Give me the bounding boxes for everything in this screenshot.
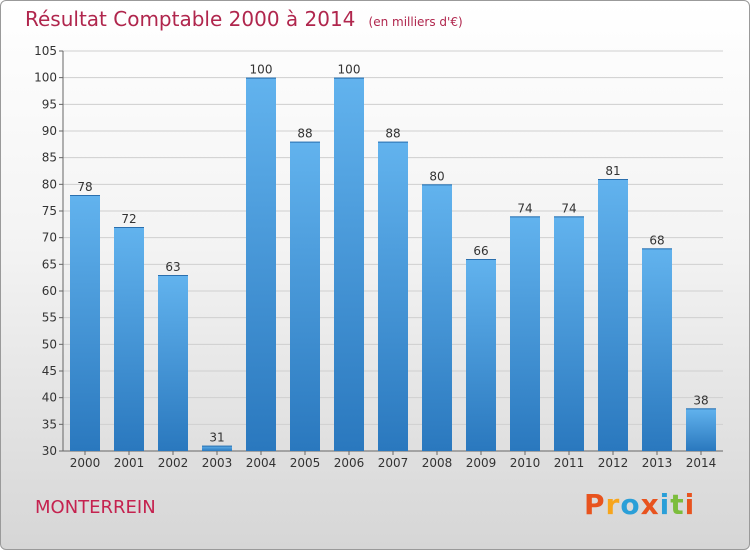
y-tick-label: 35	[42, 417, 57, 431]
y-tick-label: 50	[42, 337, 57, 351]
x-tick-label: 2005	[290, 456, 321, 470]
bar	[334, 77, 364, 452]
data-label: 88	[385, 127, 400, 141]
data-label: 88	[297, 127, 312, 141]
bar	[422, 184, 452, 452]
data-label: 66	[473, 244, 488, 258]
y-tick-label: 60	[42, 284, 57, 298]
bar	[466, 259, 496, 451]
bar	[510, 216, 540, 451]
y-tick-label: 85	[42, 151, 57, 165]
logo-letter: P	[584, 488, 606, 521]
chart-unit: (en milliers d'€)	[368, 15, 463, 29]
bar	[202, 445, 232, 451]
logo-letter: r	[605, 488, 621, 521]
y-tick-label: 70	[42, 231, 57, 245]
y-tick-label: 90	[42, 124, 57, 138]
y-tick-label: 95	[42, 97, 57, 111]
y-tick-label: 80	[42, 177, 57, 191]
x-tick-label: 2002	[158, 456, 189, 470]
logo-letter: o	[620, 488, 641, 521]
data-label: 72	[121, 212, 136, 226]
x-tick-label: 2014	[686, 456, 717, 470]
data-label: 63	[165, 260, 180, 274]
data-label: 100	[250, 63, 273, 77]
bar	[290, 141, 320, 451]
bar	[158, 275, 188, 451]
data-label: 74	[561, 201, 576, 215]
y-tick-label: 30	[42, 444, 57, 458]
bar	[598, 179, 628, 451]
x-tick-label: 2012	[598, 456, 629, 470]
labels: 30 35 40 45 50 55 60 65 70 75 80 85 90 95 100 105 78 2000…	[34, 44, 716, 470]
logo-letter: i	[659, 488, 671, 521]
y-tick-label: 55	[42, 311, 57, 325]
x-tick-label: 2013	[642, 456, 673, 470]
bar	[642, 248, 672, 451]
x-tick-label: 2006	[334, 456, 365, 470]
bar	[686, 408, 716, 451]
logo-letter: x	[640, 488, 660, 521]
y-tick-label: 105	[34, 44, 57, 58]
data-label: 74	[517, 201, 532, 215]
data-label: 38	[693, 393, 708, 407]
y-tick-label: 45	[42, 364, 57, 378]
commune-name: MONTERREIN	[35, 497, 156, 518]
bar	[70, 195, 100, 451]
bar	[246, 77, 276, 452]
x-tick-label: 2008	[422, 456, 453, 470]
bars	[70, 77, 716, 452]
bar	[114, 227, 144, 451]
y-tick-label: 100	[34, 71, 57, 85]
data-label: 68	[649, 233, 664, 247]
y-tick-label: 40	[42, 391, 57, 405]
logo-letter: t	[670, 488, 685, 521]
bar	[378, 141, 408, 451]
data-label: 81	[605, 164, 620, 178]
bar	[554, 216, 584, 451]
x-tick-label: 2000	[70, 456, 101, 470]
x-tick-label: 2007	[378, 456, 409, 470]
data-label: 100	[338, 63, 361, 77]
y-tick-label: 75	[42, 204, 57, 218]
x-tick-label: 2009	[466, 456, 497, 470]
chart-title-row: Résultat Comptable 2000 à 2014 (en milli…	[25, 7, 463, 31]
y-tick-label: 65	[42, 257, 57, 271]
data-label: 78	[77, 180, 92, 194]
x-tick-label: 2011	[554, 456, 585, 470]
data-label: 31	[209, 431, 224, 445]
x-tick-label: 2003	[202, 456, 233, 470]
x-tick-label: 2001	[114, 456, 145, 470]
proxiti-logo: Proxiti	[584, 488, 695, 521]
logo-letter: i	[684, 488, 696, 521]
chart-title: Résultat Comptable 2000 à 2014	[25, 7, 356, 31]
data-label: 80	[429, 169, 444, 183]
x-tick-label: 2004	[246, 456, 277, 470]
x-tick-label: 2010	[510, 456, 541, 470]
